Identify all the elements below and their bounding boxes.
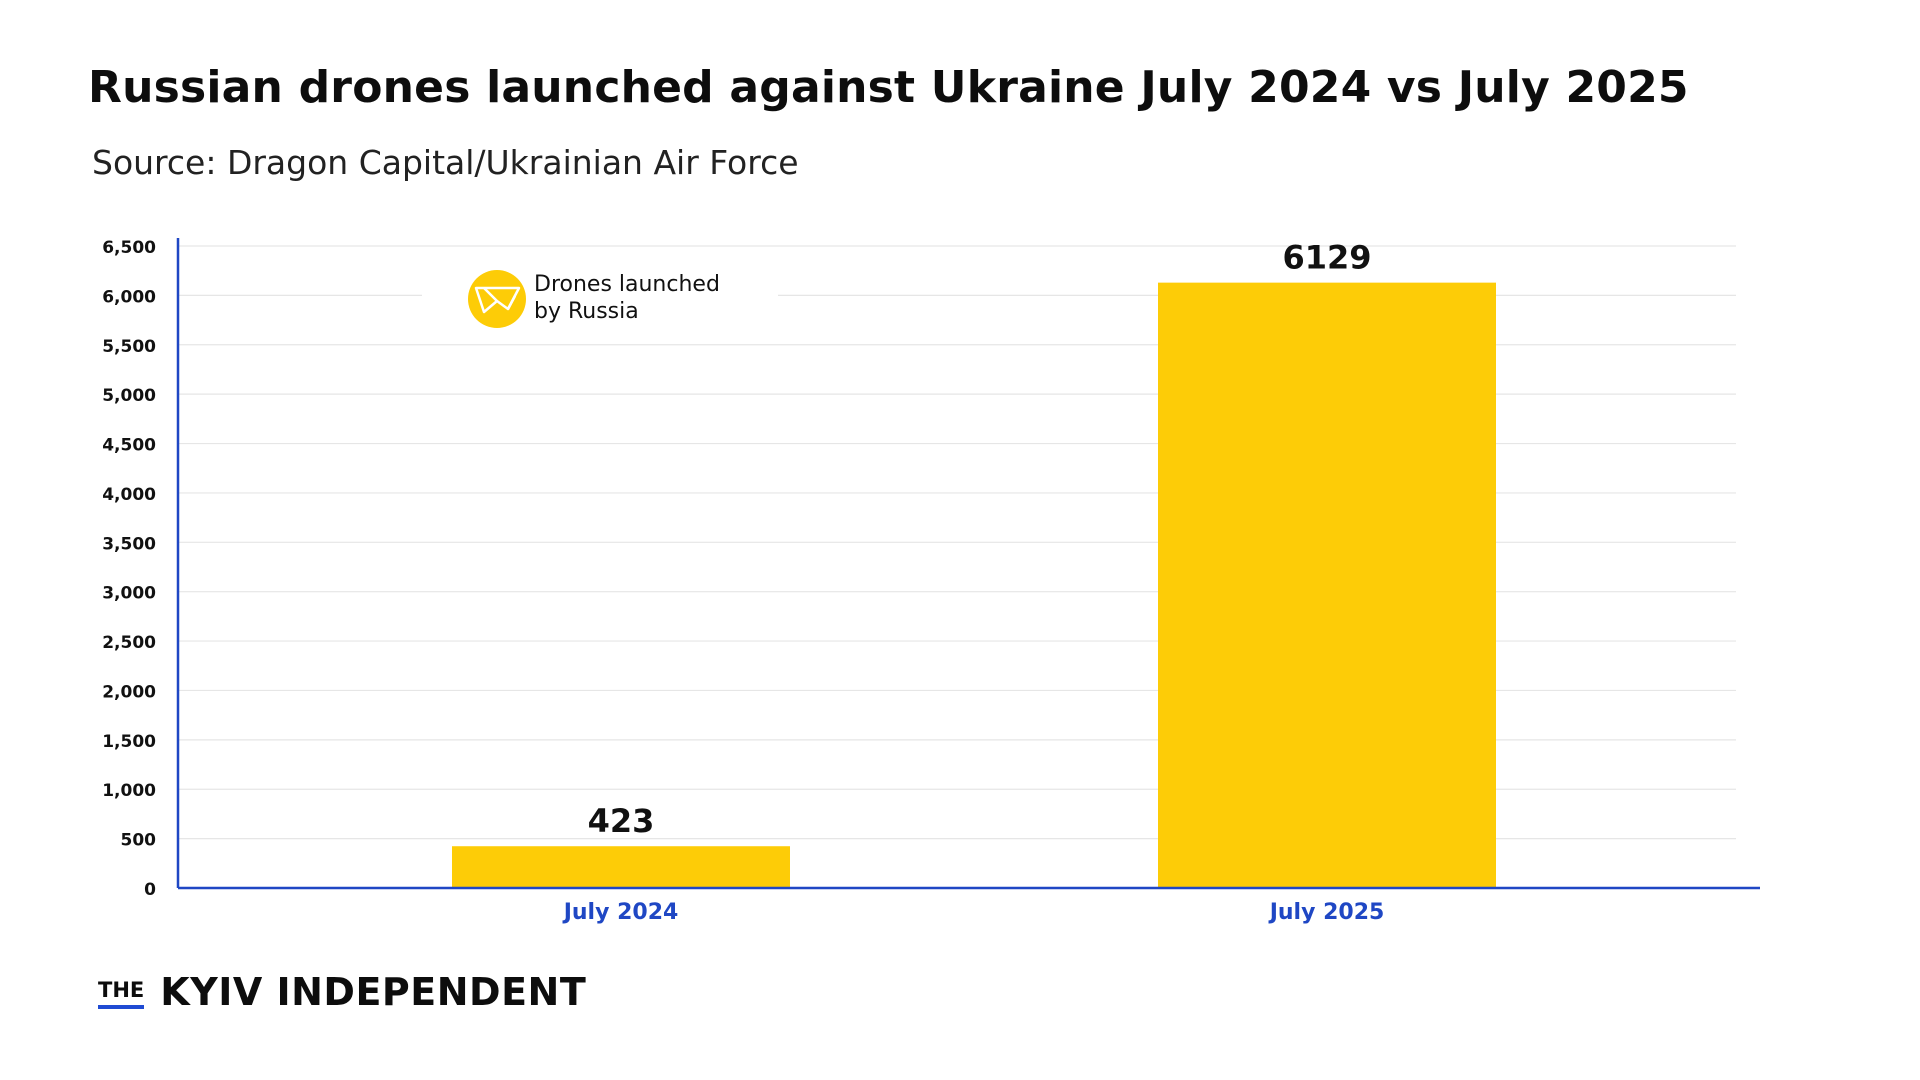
x-category-label: July 2024 (562, 900, 679, 925)
y-tick-label: 4,500 (102, 436, 156, 456)
y-tick-label: 1,000 (102, 781, 156, 801)
y-tick-label: 1,500 (102, 732, 156, 752)
y-tick-label: 3,000 (102, 584, 156, 604)
x-axis-categories: July 2024 July 2025 (562, 900, 1385, 925)
bars (452, 282, 1496, 888)
chart-subtitle: Source: Dragon Capital/Ukrainian Air For… (92, 143, 799, 182)
y-tick-label: 5,000 (102, 386, 156, 406)
bar-value-label: 6129 (1282, 239, 1371, 277)
y-tick-label: 3,500 (102, 534, 156, 554)
chart-title: Russian drones launched against Ukraine … (88, 62, 1689, 113)
y-tick-label: 500 (121, 831, 157, 851)
y-tick-label: 2,000 (102, 682, 156, 702)
x-category-label: July 2025 (1268, 900, 1385, 925)
brand-logo: THE KYIV INDEPENDENT (98, 966, 586, 1012)
legend-label-line1: Drones launched (534, 272, 720, 297)
data-labels: 423 6129 (588, 239, 1372, 841)
y-tick-label: 6,500 (102, 238, 156, 258)
brand-name: KYIV INDEPENDENT (160, 970, 587, 1014)
bar (1158, 282, 1496, 888)
y-axis-ticks: 0 500 1,000 1,500 2,000 2,500 3,000 3,500 4,000 4… (102, 238, 156, 900)
y-tick-label: 0 (144, 880, 156, 900)
drone-icon (468, 270, 526, 328)
drone-icon-shape (474, 286, 521, 314)
bar (452, 846, 790, 888)
bar-value-label: 423 (588, 802, 655, 840)
y-tick-label: 4,000 (102, 485, 156, 505)
brand-the: THE (98, 979, 145, 1009)
y-tick-label: 2,500 (102, 633, 156, 653)
gridlines (178, 245, 1736, 840)
legend-label-line2: by Russia (534, 299, 639, 324)
y-tick-label: 6,000 (102, 287, 156, 307)
legend: Drones launched by Russia (422, 266, 778, 332)
y-tick-label: 5,500 (102, 337, 156, 357)
